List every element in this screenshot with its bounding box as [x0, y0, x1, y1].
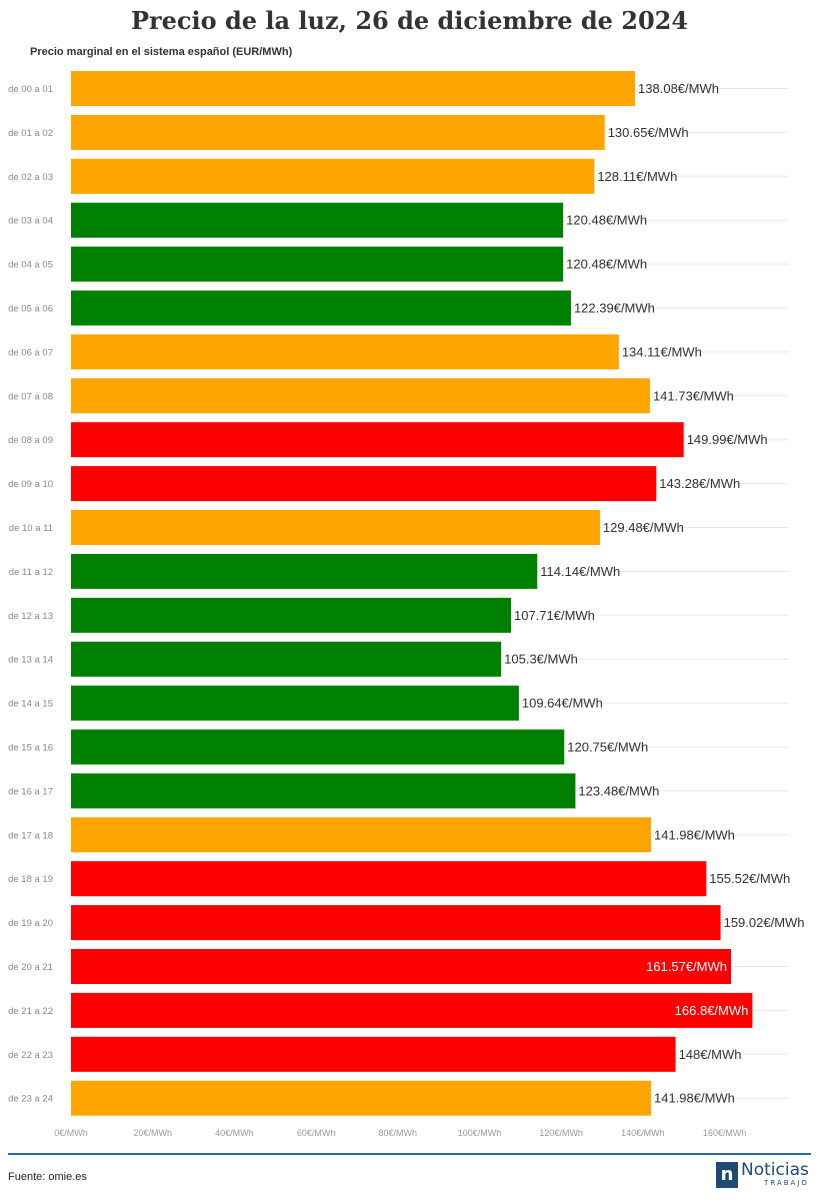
logo-text: Noticias TRABAJO: [741, 1162, 809, 1187]
bar: [71, 114, 605, 150]
logo-sub-text: TRABAJO: [764, 1179, 809, 1187]
category-label: de 22 a 23: [8, 1050, 53, 1061]
x-tick-label: 20€/MWh: [133, 1128, 172, 1138]
category-label: de 18 a 19: [8, 874, 53, 885]
value-label: 148€/MWh: [679, 1047, 742, 1062]
value-label: 128.11€/MWh: [597, 169, 677, 184]
value-label: 123.48€/MWh: [578, 783, 659, 798]
value-label: 134.11€/MWh: [622, 344, 702, 359]
bar: [71, 158, 595, 194]
bar: [71, 992, 753, 1028]
gridlines: [71, 88, 789, 1099]
value-label: 109.64€/MWh: [522, 696, 603, 711]
bar: [71, 553, 538, 589]
category-labels: de 00 a 01 de 01 a 02 de 02 a 03 de 03 a 04…: [8, 84, 53, 1105]
value-label: 166.8€/MWh: [675, 1003, 749, 1018]
bar: [71, 773, 576, 809]
category-label: de 06 a 07: [8, 347, 53, 358]
bar: [71, 905, 721, 941]
bar: [71, 685, 519, 721]
value-label: 122.39€/MWh: [574, 301, 655, 316]
value-label: 129.48€/MWh: [603, 520, 684, 535]
x-tick-label: 60€/MWh: [297, 1128, 336, 1138]
category-label: de 12 a 13: [8, 611, 53, 622]
x-tick-label: 80€/MWh: [379, 1128, 418, 1138]
category-label: de 02 a 03: [8, 172, 53, 183]
footer-divider: [8, 1153, 811, 1155]
bar: [71, 422, 684, 458]
value-labels: 138.08€/MWh 130.65€/MWh 128.11€/MWh 120.48€…: [504, 81, 804, 1106]
category-label: de 11 a 12: [9, 567, 53, 578]
logo-main-text: Noticias: [741, 1160, 809, 1180]
chart-title: Precio de la luz, 26 de diciembre de 202…: [130, 6, 689, 35]
value-label: 107.71€/MWh: [514, 608, 595, 623]
bar: [71, 202, 564, 238]
category-label: de 17 a 18: [8, 830, 53, 841]
value-label: 120.48€/MWh: [566, 257, 647, 272]
bar: [71, 817, 651, 853]
bar: [71, 71, 636, 106]
value-label: 138.08€/MWh: [638, 81, 719, 96]
category-label: de 07 a 08: [8, 391, 53, 402]
category-label: de 03 a 04: [8, 216, 53, 227]
category-label: de 09 a 10: [8, 479, 53, 490]
value-label: 141.73€/MWh: [653, 388, 734, 403]
value-label: 120.75€/MWh: [567, 740, 648, 755]
value-label: 155.52€/MWh: [709, 871, 790, 886]
bar: [71, 641, 502, 677]
x-axis: 0€/MWh 20€/MWh 40€/MWh 60€/MWh 80€/MWh 100€/M…: [54, 1128, 746, 1138]
bar: [71, 378, 650, 414]
value-label: 161.57€/MWh: [646, 959, 727, 974]
value-label: 130.65€/MWh: [608, 125, 689, 140]
bar: [71, 949, 732, 984]
brand-logo: n Noticias TRABAJO: [716, 1162, 809, 1188]
x-tick-label: 100€/MWh: [458, 1128, 502, 1138]
x-tick-label: 160€/MWh: [703, 1128, 747, 1138]
source-note: Fuente: omie.es: [8, 1171, 87, 1183]
x-tick-label: 0€/MWh: [54, 1128, 88, 1138]
category-label: de 15 a 16: [8, 743, 53, 754]
category-label: de 19 a 20: [8, 918, 53, 929]
category-label: de 20 a 21: [8, 962, 53, 973]
bar: [71, 597, 511, 633]
value-label: 149.99€/MWh: [687, 432, 768, 447]
x-tick-label: 120€/MWh: [539, 1128, 583, 1138]
value-label: 120.48€/MWh: [566, 213, 647, 228]
category-label: de 23 a 24: [8, 1094, 53, 1105]
logo-mark: n: [716, 1162, 738, 1188]
category-label: de 08 a 09: [8, 435, 53, 446]
category-label: de 14 a 15: [8, 699, 53, 710]
category-label: de 00 a 01: [8, 84, 53, 95]
value-label: 143.28€/MWh: [659, 476, 740, 491]
value-label: 141.98€/MWh: [654, 1091, 735, 1106]
value-label: 114.14€/MWh: [540, 564, 620, 579]
category-label: de 01 a 02: [8, 128, 53, 139]
bar: [71, 246, 564, 282]
value-label: 159.02€/MWh: [724, 915, 805, 930]
bar: [71, 510, 600, 545]
value-label: 141.98€/MWh: [654, 827, 735, 842]
category-label: de 04 a 05: [8, 260, 53, 271]
category-label: de 16 a 17: [8, 786, 53, 797]
chart-subtitle: Precio marginal en el sistema español (E…: [30, 46, 293, 58]
category-label: de 13 a 14: [8, 655, 53, 666]
x-tick-label: 40€/MWh: [215, 1128, 254, 1138]
category-label: de 21 a 22: [8, 1006, 53, 1017]
category-label: de 05 a 06: [8, 304, 53, 315]
bar: [71, 334, 619, 370]
bar: [71, 729, 565, 765]
bar: [71, 466, 657, 502]
bar: [71, 290, 571, 326]
bar-chart: de 00 a 01 de 01 a 02 de 02 a 03 de 03 a 04…: [8, 71, 805, 1138]
bar: [71, 1036, 676, 1072]
bar: [71, 861, 707, 897]
value-label: 105.3€/MWh: [504, 652, 578, 667]
x-tick-label: 140€/MWh: [621, 1128, 665, 1138]
category-label: de 10 a 11: [9, 523, 53, 534]
bar: [71, 1080, 651, 1116]
bars: [71, 71, 753, 1116]
